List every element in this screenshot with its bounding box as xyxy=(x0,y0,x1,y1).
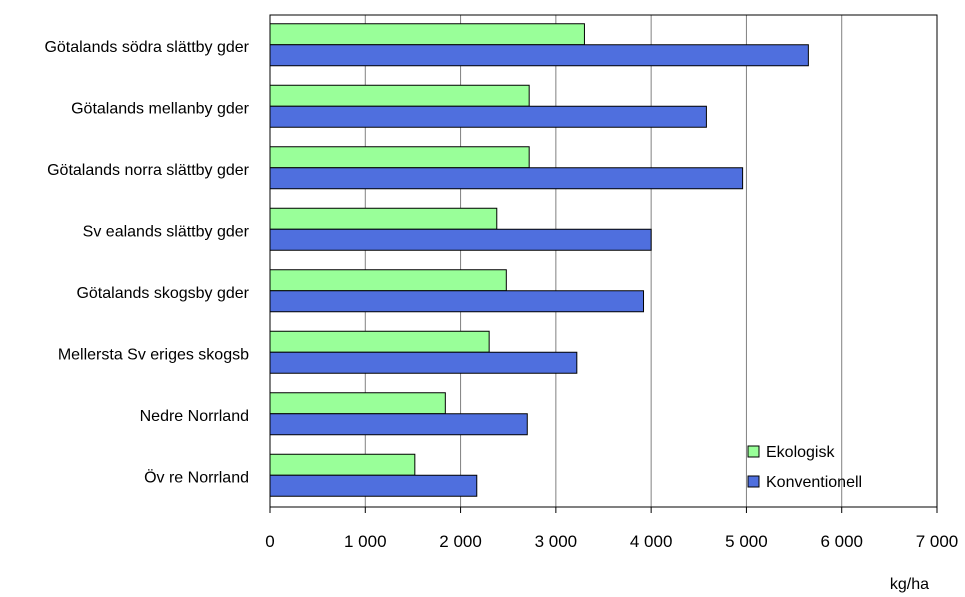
category-label: Nedre Norrland xyxy=(140,408,249,425)
bar-ekologisk xyxy=(269,84,530,107)
bar-ekologisk xyxy=(269,392,446,415)
category-label: Öv re Norrland xyxy=(144,468,249,486)
category-label: Götalands skogsby gder xyxy=(76,285,249,302)
bar-konventionell xyxy=(269,413,528,436)
bar-ekologisk xyxy=(269,330,490,353)
category-label: Götalands södra slättby gder xyxy=(44,39,249,56)
bar-konventionell xyxy=(269,44,809,67)
bar-ekologisk xyxy=(269,207,498,230)
legend-label: Konventionell xyxy=(766,474,862,491)
tick-label: 2 000 xyxy=(439,532,482,551)
legend-swatch xyxy=(747,475,760,488)
category-labels: Götalands södra slättby gder Götalands me… xyxy=(44,39,249,487)
tick-label: 1 000 xyxy=(344,532,387,551)
tick-label: 3 000 xyxy=(535,532,578,551)
tick-label: 0 xyxy=(265,532,274,551)
tick-label: 4 000 xyxy=(630,532,673,551)
legend-swatch xyxy=(747,445,760,458)
plot-area xyxy=(269,14,938,508)
bar-ekologisk xyxy=(269,146,530,169)
bar-konventionell xyxy=(269,474,478,497)
bar-ekologisk xyxy=(269,453,416,476)
bar-konventionell xyxy=(269,351,578,374)
category-label: Sv ealands slättby gder xyxy=(83,223,250,240)
bar-ekologisk xyxy=(269,23,585,46)
bars xyxy=(269,23,809,497)
x-axis-ticks: 0 1 000 2 000 3 000 4 000 5 000 6 000 7 000 xyxy=(265,507,958,551)
tick-label: 5 000 xyxy=(725,532,768,551)
bar-konventionell xyxy=(269,105,707,128)
legend: Ekologisk Konventionell xyxy=(747,444,862,491)
legend-label: Ekologisk xyxy=(766,444,835,461)
category-label: Götalands norra slättby gder xyxy=(47,162,250,179)
bar-konventionell xyxy=(269,167,744,190)
unit-label: kg/ha xyxy=(890,576,929,593)
bar-ekologisk xyxy=(269,269,507,292)
bar-konventionell xyxy=(269,228,652,251)
tick-label: 6 000 xyxy=(820,532,863,551)
bar-konventionell xyxy=(269,290,645,313)
tick-label: 7 000 xyxy=(916,532,959,551)
category-label: Mellersta Sv eriges skogsb xyxy=(58,346,249,363)
category-label: Götalands mellanby gder xyxy=(71,100,250,117)
